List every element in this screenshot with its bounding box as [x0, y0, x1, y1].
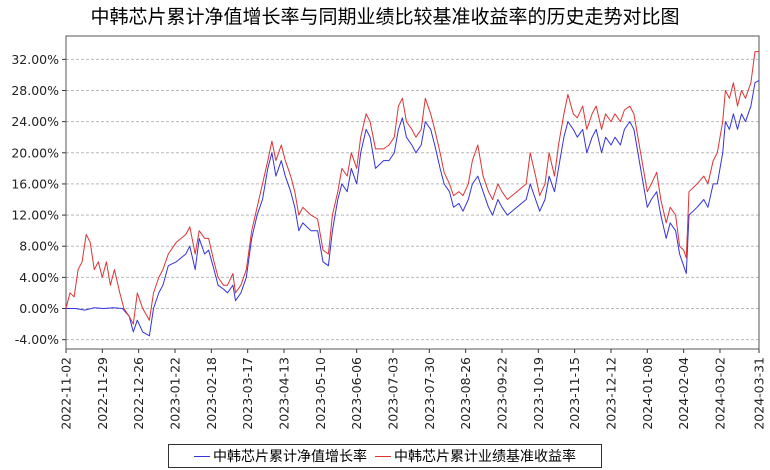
x-tick-label: 2023-03-17	[240, 357, 255, 430]
x-tick-label: 2023-05-10	[313, 357, 328, 430]
y-tick-label: 4.00%	[19, 270, 59, 285]
x-tick-label: 2022-11-29	[95, 357, 110, 430]
plot-frame	[65, 35, 760, 350]
y-tick-label: 16.00%	[11, 176, 59, 191]
x-tick-label: 2022-11-02	[59, 357, 74, 430]
x-tick-label: 2023-01-22	[167, 357, 182, 430]
axes-layer: -4.00% 0.00% 4.00% 8.00% 12.00% 16.00% 20.00% 2…	[11, 35, 767, 430]
x-tick-label: 2024-01-08	[640, 357, 655, 430]
x-tick-label: 2023-02-18	[204, 357, 219, 430]
y-tick-label: -4.00%	[15, 332, 59, 347]
x-tick-label: 2023-11-15	[567, 357, 582, 430]
x-tick-label: 2024-02-04	[676, 357, 691, 430]
x-tick-label: 2023-12-12	[603, 357, 618, 430]
series-line-nav	[66, 79, 760, 337]
x-tick-label: 2023-07-30	[422, 357, 437, 430]
chart-title: 中韩芯片累计净值增长率与同期业绩比较基准收益率的历史走势对比图	[90, 6, 680, 28]
y-tick-label: 8.00%	[19, 239, 59, 254]
legend: 中韩芯片累计净值增长率 中韩芯片累计业绩基准收益率	[168, 444, 602, 468]
x-tick-label: 2023-04-13	[276, 357, 291, 430]
x-tick-label: 2024-03-31	[752, 357, 767, 430]
series-line-benchmark	[65, 51, 759, 325]
legend-label-benchmark: 中韩芯片累计业绩基准收益率	[394, 449, 576, 465]
x-tick-label: 2023-06-06	[349, 357, 364, 430]
x-tick-label: 2023-10-19	[531, 357, 546, 430]
x-tick-label: 2023-07-03	[385, 357, 400, 430]
legend-item-nav: 中韩芯片累计净值增长率	[194, 446, 367, 466]
series-layer	[65, 51, 760, 337]
legend-swatch-benchmark	[375, 455, 391, 457]
x-tick-label: 2022-12-26	[131, 357, 146, 430]
y-tick-label: 0.00%	[19, 301, 59, 316]
legend-swatch-nav	[194, 455, 210, 457]
y-tick-label: 32.00%	[11, 52, 59, 67]
y-tick-label: 20.00%	[11, 145, 59, 160]
x-tick-label: 2023-09-22	[494, 357, 509, 430]
x-tick-label: 2024-03-02	[712, 357, 727, 430]
y-tick-label: 24.00%	[11, 114, 59, 129]
legend-item-benchmark: 中韩芯片累计业绩基准收益率	[375, 446, 576, 466]
x-tick-label: 2023-08-26	[458, 357, 473, 430]
y-tick-label: 12.00%	[11, 208, 59, 223]
y-tick-label: 28.00%	[11, 83, 59, 98]
legend-label-nav: 中韩芯片累计净值增长率	[213, 449, 367, 465]
grid-layer	[66, 58, 759, 341]
